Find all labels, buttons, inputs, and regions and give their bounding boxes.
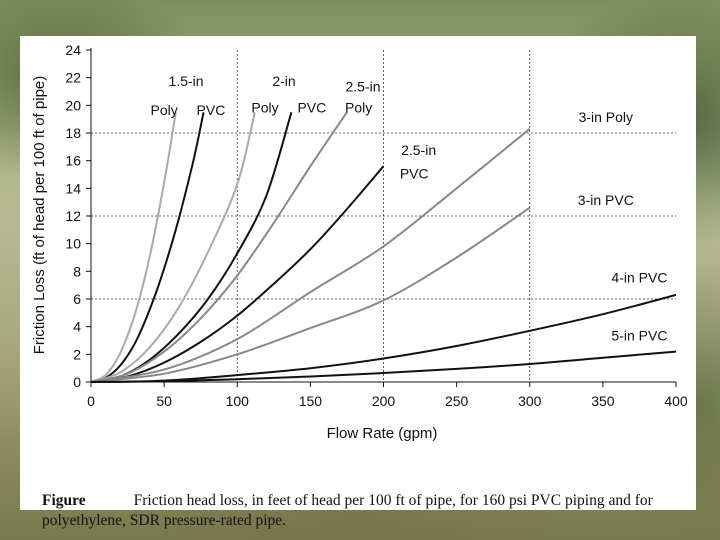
x-tick-label: 200	[372, 393, 396, 409]
series-annotation: Poly	[251, 99, 278, 115]
caption-text: Friction head loss, in feet of head per …	[42, 492, 653, 529]
x-tick-label: 400	[664, 393, 688, 409]
series-line-2-in-pvc	[90, 112, 293, 383]
series-annotation: PVC	[297, 99, 326, 115]
series-annotation: 3-in PVC	[578, 192, 634, 208]
figure-caption: Figure Friction head loss, in feet of hea…	[42, 491, 702, 531]
y-axis-label: Friction Loss (ft of head per 100 ft of …	[31, 76, 48, 354]
series-line-1-5-in-pvc	[90, 112, 205, 383]
y-tick-label: 6	[73, 291, 81, 307]
series-line-2-in-poly	[90, 112, 256, 383]
y-tick-label: 12	[65, 208, 81, 224]
y-tick-label: 20	[65, 97, 81, 113]
series-annotation: PVC	[197, 102, 226, 118]
series-annotation: 5-in PVC	[611, 328, 667, 344]
series-annotation: Poly	[345, 99, 372, 115]
series-layer	[90, 111, 677, 383]
y-tick-label: 8	[73, 263, 81, 279]
grid-layer	[91, 50, 676, 382]
series-annotation: 2.5-in	[346, 79, 381, 95]
x-tick-label: 50	[156, 393, 172, 409]
series-annotation: 1.5-in	[169, 73, 204, 89]
x-tick-label: 250	[445, 393, 469, 409]
y-tick-label: 24	[65, 42, 81, 58]
series-line-5-in-pvc	[90, 350, 677, 383]
series-line-1-5-in-poly	[90, 112, 177, 383]
series-annotation: Poly	[151, 102, 178, 118]
y-tick-label: 16	[65, 153, 81, 169]
y-tick-label: 2	[73, 346, 81, 362]
y-tick-label: 10	[65, 236, 81, 252]
series-line-2-5-in-poly	[90, 111, 348, 383]
caption-label: Figure	[42, 492, 86, 509]
series-annotation: 2.5-in	[401, 142, 436, 158]
series-line-2-5-in-pvc	[90, 165, 385, 383]
x-tick-label: 350	[591, 393, 615, 409]
series-line-3-in-poly	[90, 128, 531, 383]
y-tick-label: 0	[73, 374, 81, 390]
slide-card: 0 50 100 150 200 250 300 350 400 0 2 4 6 8 10 12 14 16 18 2…	[20, 36, 696, 529]
series-line-4-in-pvc	[90, 293, 677, 383]
x-tick-label: 100	[226, 393, 250, 409]
y-tick-label: 14	[65, 180, 81, 196]
series-annotation: 2-in	[272, 73, 295, 89]
series-annotation: PVC	[400, 166, 429, 182]
x-tick-label: 0	[87, 393, 95, 409]
friction-loss-chart: 0 50 100 150 200 250 300 350 4000246810121416182…	[31, 42, 688, 442]
series-annotation: 4-in PVC	[611, 269, 667, 285]
y-tick-label: 18	[65, 125, 81, 141]
x-tick-label: 150	[299, 393, 323, 409]
y-tick-label: 22	[65, 70, 81, 86]
x-tick-label: 300	[518, 393, 542, 409]
series-line-3-in-pvc	[90, 206, 531, 383]
x-axis-label: Flow Rate (gpm)	[327, 425, 438, 442]
axes-layer: 0 50 100 150 200 250 300 350 4000246810121416182…	[65, 42, 687, 409]
y-tick-label: 4	[73, 319, 81, 335]
series-annotation: 3-in Poly	[579, 109, 633, 125]
